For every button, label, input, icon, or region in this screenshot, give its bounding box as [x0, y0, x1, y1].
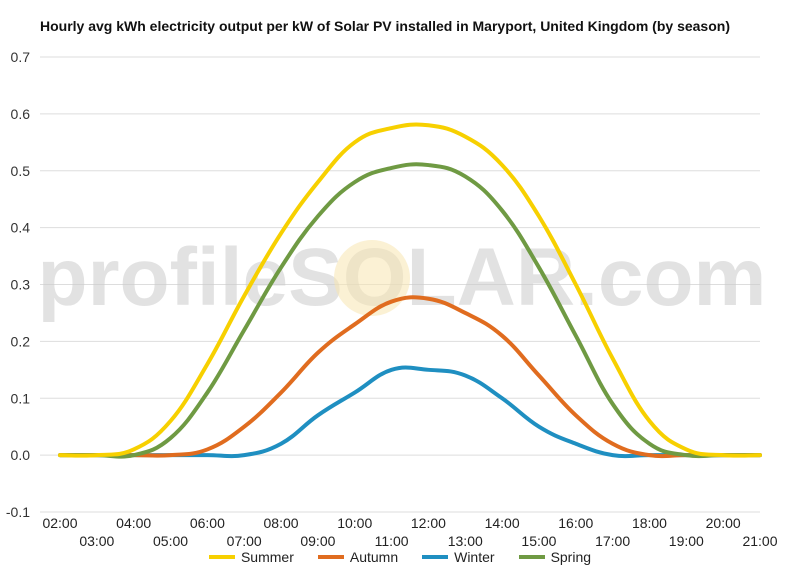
legend-swatch [518, 555, 545, 559]
y-tick-label: 0.0 [11, 447, 31, 463]
x-tick-label: 14:00 [485, 515, 520, 531]
legend-item-autumn: Autumn [317, 549, 399, 565]
legend-label: Autumn [349, 549, 399, 565]
series-line-autumn [58, 295, 762, 459]
x-tick-label: 05:00 [153, 533, 188, 549]
y-tick-label: 0.4 [11, 220, 31, 236]
series-line-summer [58, 122, 762, 458]
x-tick-label: 18:00 [632, 515, 667, 531]
legend-label: Spring [550, 549, 592, 565]
y-tick-label: 0.7 [11, 49, 31, 65]
legend-item-winter: Winter [422, 549, 495, 565]
x-tick-label: 10:00 [337, 515, 372, 531]
x-tick-label: 07:00 [227, 533, 262, 549]
series-line-spring [58, 162, 762, 459]
x-tick-label: 09:00 [300, 533, 335, 549]
watermark-sun [334, 240, 410, 316]
x-tick-label: 15:00 [521, 533, 556, 549]
y-tick-label: 0.2 [11, 333, 31, 349]
series-lines [58, 122, 762, 459]
y-tick-label: 0.3 [11, 277, 31, 293]
legend-item-summer: Summer [208, 549, 294, 565]
y-tick-label: -0.1 [6, 504, 30, 520]
legend: Summer Autumn Winter Spring [0, 549, 800, 565]
x-tick-label: 11:00 [375, 533, 409, 549]
x-axis: 02:0003:0004:0005:0006:0007:0008:0009:00… [42, 515, 777, 549]
chart-title: Hourly avg kWh electricity output per kW… [40, 18, 730, 34]
x-tick-label: 04:00 [116, 515, 151, 531]
y-tick-label: 0.5 [11, 163, 31, 179]
x-tick-label: 20:00 [706, 515, 741, 531]
x-tick-label: 06:00 [190, 515, 225, 531]
x-tick-label: 03:00 [79, 533, 114, 549]
y-tick-label: 0.1 [11, 390, 31, 406]
legend-swatch [208, 555, 235, 559]
legend-item-spring: Spring [518, 549, 592, 565]
y-tick-label: 0.6 [11, 106, 31, 122]
x-tick-label: 16:00 [558, 515, 593, 531]
x-tick-label: 13:00 [448, 533, 483, 549]
x-tick-label: 12:00 [411, 515, 446, 531]
x-tick-label: 17:00 [595, 533, 630, 549]
x-tick-label: 08:00 [264, 515, 299, 531]
y-axis: -0.1 0.0 0.1 0.2 0.3 0.4 0.5 0.6 0.7 [6, 49, 30, 520]
x-tick-label: 21:00 [742, 533, 777, 549]
x-tick-label: 19:00 [669, 533, 704, 549]
legend-swatch [422, 555, 449, 559]
legend-label: Summer [240, 549, 294, 565]
legend-label: Winter [454, 549, 495, 565]
legend-swatch [317, 555, 344, 559]
x-tick-label: 02:00 [42, 515, 77, 531]
